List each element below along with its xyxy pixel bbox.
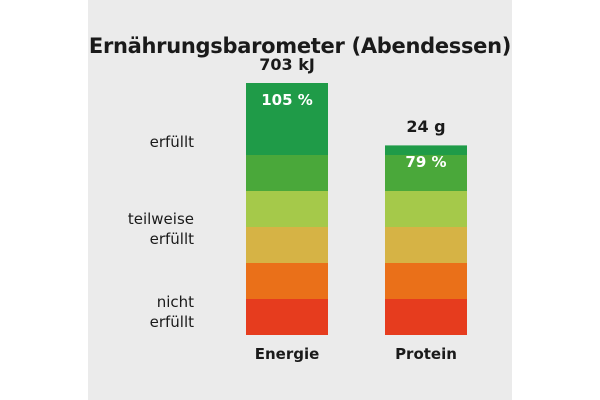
- bar-protein-band-orange: [385, 263, 467, 299]
- bar-protein-band-gruen: [385, 155, 467, 191]
- value-label-protein: 79 %: [405, 153, 447, 172]
- bar-energie-band-orange: [246, 263, 328, 299]
- bar-protein-band-rot: [385, 299, 467, 335]
- bar-protein-band-hellgruen: [385, 191, 467, 227]
- value-label-energie: 105 %: [261, 91, 313, 109]
- bar-energie-band-rot: [246, 299, 328, 335]
- chart-title: Ernährungsbarometer (Abendessen): [88, 34, 512, 58]
- bar-protein-band-gelb: [385, 227, 467, 263]
- category-label-protein: Protein: [395, 345, 457, 363]
- scale-label-nicht-erfuellt: erfüllt: [149, 313, 194, 331]
- bar-energie-band-gruen: [246, 155, 328, 191]
- scale-label-teilweise-erfuellt: erfüllt: [149, 230, 194, 248]
- bar-energie-band-hellgruen: [246, 191, 328, 227]
- scale-label-nicht: nicht: [156, 293, 194, 311]
- category-label-energie: Energie: [254, 345, 320, 363]
- amount-label-energie: 703 kJ: [259, 55, 315, 74]
- bar-protein-band-top: [385, 145, 467, 155]
- scale-label-teilweise: teilweise: [127, 210, 194, 228]
- bar-energie-band-gelb: [246, 227, 328, 263]
- scale-label-erfuellt: erfüllt: [149, 133, 194, 151]
- bar-energie-band-top: [246, 83, 328, 155]
- amount-label-protein: 24 g: [406, 117, 446, 137]
